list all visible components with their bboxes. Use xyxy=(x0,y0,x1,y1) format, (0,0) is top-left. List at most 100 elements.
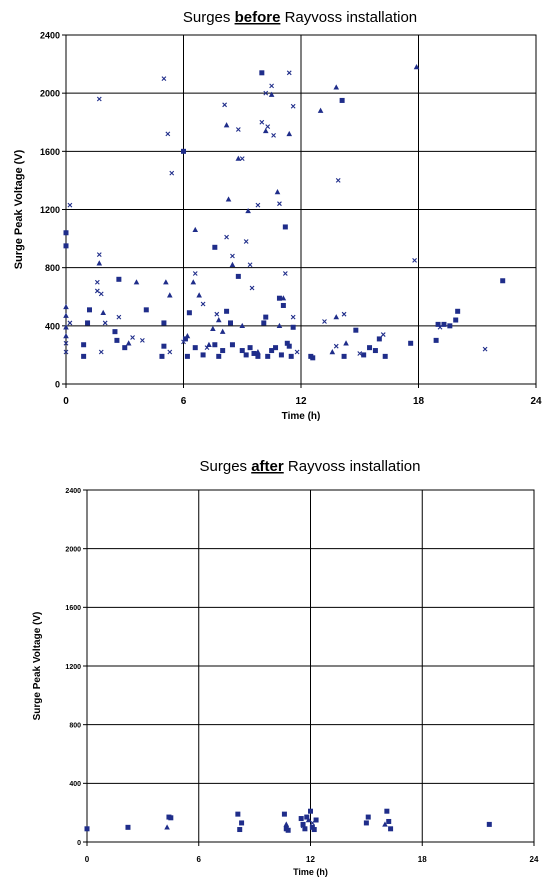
data-point-square xyxy=(382,353,388,359)
data-point-square xyxy=(159,353,165,359)
data-point-square xyxy=(284,340,290,346)
data-point-square xyxy=(367,345,373,351)
data-point-cross xyxy=(341,311,347,317)
data-point-square xyxy=(216,353,222,359)
data-point-cross xyxy=(167,349,173,355)
data-point-square xyxy=(282,224,288,230)
chart-title: Surges before Rayvoss installation xyxy=(183,9,417,26)
data-point-square xyxy=(298,816,304,822)
data-point-square xyxy=(311,827,317,833)
data-point-square xyxy=(435,321,441,327)
data-point-triangle xyxy=(280,295,287,301)
data-point-square xyxy=(181,148,186,154)
y-tick-label: 0 xyxy=(55,380,60,390)
data-point-cross xyxy=(437,324,443,330)
data-point-square xyxy=(237,827,243,833)
data-point-square xyxy=(239,348,245,354)
data-point-triangle xyxy=(192,226,199,233)
data-point-square xyxy=(114,337,120,343)
data-point-triangle xyxy=(239,322,246,329)
x-tick-label: 24 xyxy=(530,855,539,864)
data-point-triangle xyxy=(96,260,103,266)
data-point-square xyxy=(212,342,218,348)
data-point-cross xyxy=(222,102,228,108)
y-tick-label: 1600 xyxy=(65,605,81,612)
data-point-square xyxy=(384,808,390,814)
data-point-cross xyxy=(200,301,206,307)
data-point-square xyxy=(308,808,313,814)
data-point-cross xyxy=(139,337,145,343)
data-point-square xyxy=(200,352,206,358)
data-point-cross xyxy=(300,823,306,829)
data-point-cross xyxy=(98,291,104,297)
chart-title-post: Rayvoss installation xyxy=(280,9,417,26)
data-point-triangle xyxy=(329,349,336,355)
data-point-cross xyxy=(380,332,386,337)
data-point-triangle xyxy=(163,279,169,285)
data-point-cross xyxy=(482,346,488,352)
data-point-triangle xyxy=(63,324,69,330)
data-point-square xyxy=(85,320,91,326)
data-point-triangle xyxy=(268,91,275,97)
data-point-triangle xyxy=(333,84,340,90)
data-point-square xyxy=(251,350,257,356)
data-point-square xyxy=(122,345,128,351)
data-point-square xyxy=(285,827,291,833)
data-point-square xyxy=(235,273,241,279)
data-point-cross xyxy=(259,119,265,125)
y-tick-label: 2000 xyxy=(65,546,81,553)
data-point-triangle xyxy=(262,127,269,134)
data-point-cross xyxy=(239,156,245,161)
chart-title-emph: before xyxy=(235,9,281,26)
y-tick-label: 1600 xyxy=(40,147,60,157)
data-point-square xyxy=(265,353,271,359)
data-point-square xyxy=(276,295,282,301)
data-point-square xyxy=(441,321,447,327)
data-point-square xyxy=(447,323,453,329)
data-point-square xyxy=(455,308,461,314)
data-point-square xyxy=(353,327,359,333)
data-point-square xyxy=(453,317,459,323)
data-point-square xyxy=(288,353,294,359)
data-point-triangle xyxy=(190,279,197,285)
data-point-square xyxy=(408,340,414,346)
data-point-square xyxy=(261,320,267,326)
x-tick-label: 18 xyxy=(413,396,425,407)
data-point-square xyxy=(280,302,286,308)
data-point-cross xyxy=(67,320,73,326)
data-point-triangle xyxy=(305,817,312,823)
x-axis-label: Time (h) xyxy=(282,411,321,422)
data-point-cross xyxy=(290,103,296,109)
data-point-cross xyxy=(96,96,102,102)
data-point-cross xyxy=(309,820,315,826)
data-point-square xyxy=(388,826,394,832)
data-point-cross xyxy=(235,127,241,132)
data-point-triangle xyxy=(225,196,232,202)
data-point-cross xyxy=(271,132,276,138)
data-point-square xyxy=(304,814,310,820)
data-point-cross xyxy=(282,271,288,276)
data-point-cross xyxy=(294,349,300,355)
data-point-triangle xyxy=(286,130,293,137)
data-point-triangle xyxy=(255,349,261,355)
data-point-square xyxy=(290,324,296,330)
data-point-cross xyxy=(169,170,175,176)
data-point-triangle xyxy=(164,824,170,830)
y-tick-label: 2400 xyxy=(40,31,60,41)
data-point-square xyxy=(116,276,122,282)
chart-title-pre: Surges xyxy=(183,9,235,26)
data-point-cross xyxy=(192,271,198,276)
data-point-square xyxy=(81,342,87,348)
data-point-triangle xyxy=(210,325,216,331)
y-axis-label: Surge Peak Voltage (V) xyxy=(13,149,25,269)
data-point-cross xyxy=(214,311,220,317)
data-point-square xyxy=(372,348,378,354)
data-point-cross xyxy=(335,178,341,183)
data-point-cross xyxy=(322,319,327,324)
data-point-triangle xyxy=(223,122,230,128)
data-point-triangle xyxy=(100,309,107,315)
data-point-triangle xyxy=(63,303,69,310)
data-point-cross xyxy=(94,288,100,294)
data-point-square xyxy=(278,352,284,358)
data-point-triangle xyxy=(125,340,132,346)
